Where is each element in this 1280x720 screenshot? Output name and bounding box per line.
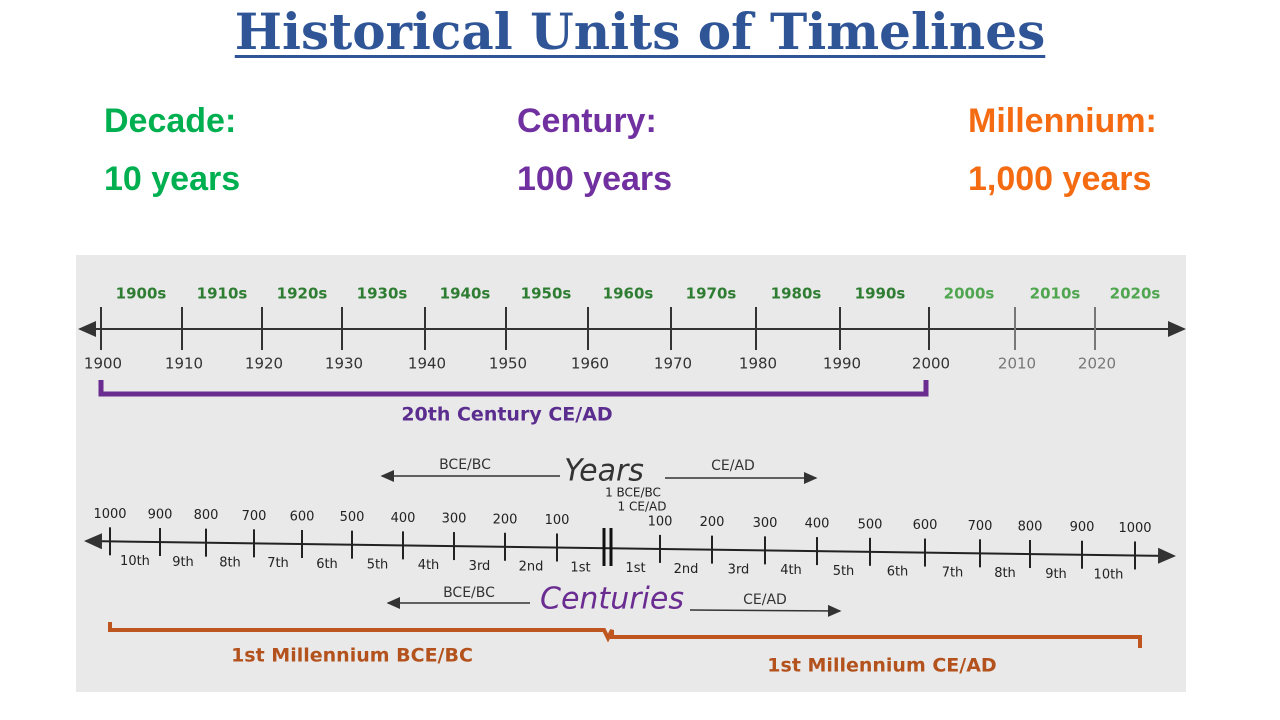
bce-year: 800 bbox=[194, 508, 219, 523]
year-label: 1980 bbox=[739, 355, 777, 373]
unit-value: 10 years bbox=[104, 160, 241, 198]
ce-century: 3rd bbox=[728, 562, 750, 577]
ce-year: 1000 bbox=[1118, 521, 1151, 536]
decade-label: 1930s bbox=[357, 285, 408, 303]
decade-label: 2010s bbox=[1030, 285, 1081, 303]
year-label: 1900 bbox=[84, 355, 122, 373]
ce-century: 5th bbox=[833, 564, 855, 579]
century-label: 20th Century CE/AD bbox=[401, 404, 612, 426]
year-label: 1970 bbox=[654, 355, 692, 373]
marker-ce: 1 CE/AD bbox=[618, 500, 667, 514]
slide-title: Historical Units of Timelines bbox=[234, 2, 1046, 61]
bce-century: 8th bbox=[219, 555, 241, 570]
unit-label: Millennium: bbox=[968, 102, 1157, 140]
unit-value: 100 years bbox=[517, 160, 673, 198]
unit-value: 1,000 years bbox=[968, 160, 1152, 198]
ce-year: 900 bbox=[1070, 520, 1095, 535]
decade-label: 1970s bbox=[686, 285, 737, 303]
bce-year: 900 bbox=[148, 508, 173, 523]
centuries-heading: Centuries bbox=[540, 582, 684, 617]
year-label: 1920 bbox=[245, 355, 283, 373]
bce-century: 2nd bbox=[519, 560, 544, 575]
bce-year: 1000 bbox=[93, 507, 126, 522]
ce-year: 100 bbox=[648, 514, 673, 529]
ce-century: 6th bbox=[887, 565, 909, 580]
ce-century: 7th bbox=[942, 565, 964, 580]
bce-year: 100 bbox=[545, 513, 570, 528]
decade-label: 1920s bbox=[277, 285, 328, 303]
era-axis bbox=[84, 533, 1176, 564]
ce-year: 500 bbox=[858, 517, 883, 532]
centuries-ce: CE/AD bbox=[743, 592, 787, 608]
year-label: 1950 bbox=[489, 355, 527, 373]
decade-label: 1910s bbox=[197, 285, 248, 303]
decade-label: 1950s bbox=[521, 285, 572, 303]
year-label: 1960 bbox=[571, 355, 609, 373]
decade-label: 1980s bbox=[771, 285, 822, 303]
bce-century: 9th bbox=[172, 555, 194, 570]
bce-century: 4th bbox=[418, 558, 440, 573]
bce-year: 300 bbox=[442, 512, 467, 527]
years-ce: CE/AD bbox=[711, 458, 755, 474]
year-label: 1910 bbox=[165, 355, 203, 373]
decade-label: 2000s bbox=[944, 285, 995, 303]
ce-year: 300 bbox=[753, 516, 778, 531]
year-label: 2020 bbox=[1078, 355, 1116, 373]
bce-year: 500 bbox=[340, 510, 365, 525]
year-label: 1940 bbox=[408, 355, 446, 373]
bce-century: 1st bbox=[570, 560, 590, 575]
year-label: 2010 bbox=[998, 355, 1036, 373]
ce-year: 600 bbox=[913, 518, 938, 533]
year-label: 2000 bbox=[912, 355, 950, 373]
decade-label: 1960s bbox=[603, 285, 654, 303]
bce-century: 10th bbox=[120, 554, 150, 569]
bce-year: 400 bbox=[391, 511, 416, 526]
ce-century: 2nd bbox=[674, 562, 699, 577]
bce-century: 5th bbox=[367, 558, 389, 573]
ce-year: 700 bbox=[968, 519, 993, 534]
centuries-bce: BCE/BC bbox=[443, 585, 495, 601]
ce-century: 8th bbox=[994, 566, 1016, 581]
decade-label: 1990s bbox=[855, 285, 906, 303]
years-heading: Years bbox=[564, 454, 644, 489]
ce-year: 400 bbox=[805, 517, 830, 532]
ce-year: 200 bbox=[700, 515, 725, 530]
bce-year: 200 bbox=[493, 512, 518, 527]
bce-century: 3rd bbox=[469, 559, 491, 574]
ce-century: 9th bbox=[1045, 567, 1067, 582]
unit-label: Decade: bbox=[104, 102, 237, 140]
ce-arrow bbox=[689, 604, 842, 617]
century-bracket bbox=[98, 380, 929, 397]
ce-century: 1st bbox=[625, 561, 645, 576]
ce-year: 800 bbox=[1018, 520, 1043, 535]
millennium-bce: 1st Millennium BCE/BC bbox=[231, 645, 473, 667]
decade-label: 1940s bbox=[440, 285, 491, 303]
year-label: 1990 bbox=[823, 355, 861, 373]
millennium-ce: 1st Millennium CE/AD bbox=[767, 655, 996, 677]
marker-bce: 1 BCE/BC bbox=[605, 486, 661, 500]
millennium-brackets bbox=[108, 622, 1142, 648]
decade-label: 1900s bbox=[116, 285, 167, 303]
bce-century: 7th bbox=[267, 556, 289, 571]
ce-century: 10th bbox=[1094, 568, 1124, 583]
ce-century: 4th bbox=[780, 563, 802, 578]
bce-year: 600 bbox=[290, 509, 315, 524]
decade-label: 2020s bbox=[1110, 285, 1161, 303]
unit-label: Century: bbox=[517, 102, 657, 140]
years-bce: BCE/BC bbox=[439, 457, 491, 473]
bce-year: 700 bbox=[242, 509, 267, 524]
year-label: 1930 bbox=[325, 355, 363, 373]
bce-century: 6th bbox=[316, 557, 338, 572]
